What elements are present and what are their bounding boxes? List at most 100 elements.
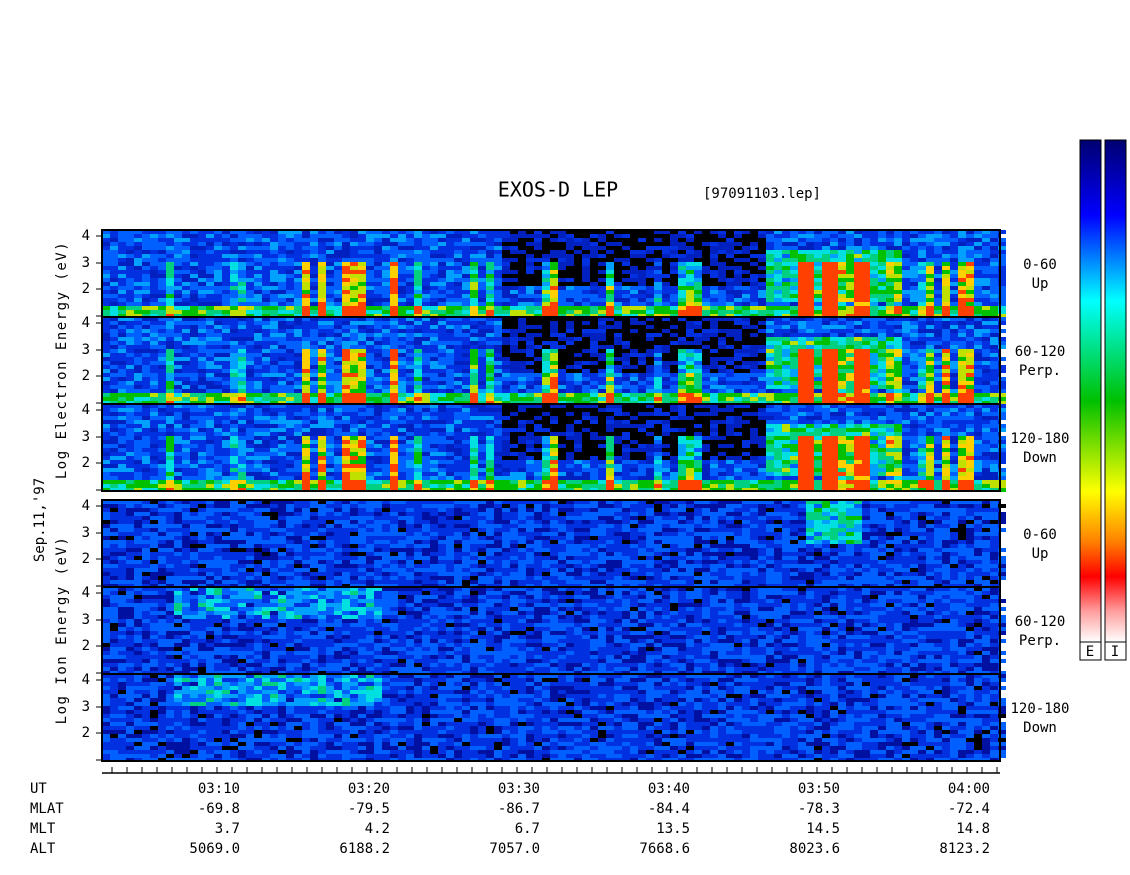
spectrogram-cell xyxy=(134,294,142,298)
spectrogram-cell xyxy=(198,393,206,397)
spectrogram-cell xyxy=(350,476,358,480)
spectrogram-cell xyxy=(990,325,998,329)
spectrogram-cell xyxy=(198,345,206,349)
spectrogram-cell xyxy=(382,262,390,266)
spectrogram-cell xyxy=(502,317,510,321)
spectrogram-cell xyxy=(262,246,270,250)
spectrogram-cell xyxy=(806,373,814,377)
spectrogram-cell xyxy=(118,242,126,246)
spectrogram-cell xyxy=(414,381,422,385)
spectrogram-cell xyxy=(878,353,886,357)
spectrogram-cell xyxy=(622,282,630,286)
spectrogram-cell xyxy=(950,274,958,278)
spectrogram-cell xyxy=(342,341,350,345)
spectrogram-cell xyxy=(902,286,910,290)
spectrogram-cell xyxy=(206,262,214,266)
spectrogram-cell xyxy=(918,365,926,369)
spectrogram-cell xyxy=(774,337,782,341)
spectrogram-cell xyxy=(414,230,422,234)
spectrogram-cell xyxy=(334,420,342,424)
spectrogram-cell xyxy=(318,290,326,294)
spectrogram-cell xyxy=(150,254,158,258)
spectrogram-cell xyxy=(286,393,294,397)
spectrogram-cell xyxy=(230,408,238,412)
spectrogram-cell xyxy=(862,353,870,357)
spectrogram-cell xyxy=(598,385,606,389)
spectrogram-cell xyxy=(982,302,990,306)
spectrogram-cell xyxy=(854,361,862,365)
spectrogram-cell xyxy=(142,294,150,298)
spectrogram-cell xyxy=(158,345,166,349)
spectrogram-cell xyxy=(854,393,862,397)
spectrogram-cell xyxy=(630,298,638,302)
spectrogram-cell xyxy=(694,242,702,246)
spectrogram-cell xyxy=(222,357,230,361)
spectrogram-cell xyxy=(878,306,886,310)
spectrogram-cell xyxy=(214,420,222,424)
spectrogram-cell xyxy=(286,472,294,476)
spectrogram-cell xyxy=(246,286,254,290)
spectrogram-cell xyxy=(222,393,230,397)
spectrogram-cell xyxy=(286,468,294,472)
spectrogram-cell xyxy=(110,408,118,412)
spectrogram-cell xyxy=(734,377,742,381)
spectrogram-cell xyxy=(574,266,582,270)
spectrogram-cell xyxy=(950,290,958,294)
spectrogram-cell xyxy=(430,353,438,357)
spectrogram-cell xyxy=(862,365,870,369)
spectrogram-cell xyxy=(990,302,998,306)
spectrogram-cell xyxy=(806,274,814,278)
spectrogram-cell xyxy=(374,270,382,274)
spectrogram-cell xyxy=(382,246,390,250)
spectrogram-cell xyxy=(286,333,294,337)
spectrogram-cell xyxy=(830,234,838,238)
spectrogram-cell xyxy=(406,345,414,349)
spectrogram-cell xyxy=(702,349,710,353)
spectrogram-cell xyxy=(782,258,790,262)
spectrogram-cell xyxy=(894,321,902,325)
spectrogram-cell xyxy=(486,302,494,306)
spectrogram-cell xyxy=(710,282,718,286)
spectrogram-cell xyxy=(366,270,374,274)
spectrogram-cell xyxy=(806,321,814,325)
spectrogram-cell xyxy=(270,472,278,476)
spectrogram-cell xyxy=(222,377,230,381)
spectrogram-cell xyxy=(918,234,926,238)
spectrogram-cell xyxy=(534,254,542,258)
spectrogram-cell xyxy=(550,365,558,369)
y-tick-label: 4 xyxy=(82,315,90,331)
spectrogram-cell xyxy=(270,238,278,242)
spectrogram-cell xyxy=(222,238,230,242)
spectrogram-cell xyxy=(614,345,622,349)
spectrogram-cell xyxy=(606,290,614,294)
spectrogram-cell xyxy=(758,393,766,397)
spectrogram-cell xyxy=(446,282,454,286)
spectrogram-cell xyxy=(414,290,422,294)
spectrogram-cell xyxy=(422,242,430,246)
spectrogram-cell xyxy=(830,337,838,341)
spectrogram-cell xyxy=(142,424,150,428)
spectrogram-cell xyxy=(942,393,950,397)
spectrogram-cell xyxy=(166,321,174,325)
spectrogram-cell xyxy=(198,262,206,266)
spectrogram-cell xyxy=(398,337,406,341)
spectrogram-cell xyxy=(134,306,142,310)
spectrogram-cell xyxy=(150,310,158,314)
spectrogram-cell xyxy=(606,274,614,278)
spectrogram-cell xyxy=(998,246,1006,250)
spectrogram-cell xyxy=(902,234,910,238)
spectrogram-cell xyxy=(294,420,302,424)
spectrogram-cell xyxy=(214,274,222,278)
spectrogram-cell xyxy=(334,464,342,468)
spectrogram-cell xyxy=(782,254,790,258)
spectrogram-cell xyxy=(102,369,110,373)
spectrogram-cell xyxy=(382,270,390,274)
spectrogram-cell xyxy=(990,321,998,325)
spectrogram-cell xyxy=(862,230,870,234)
spectrogram-cell xyxy=(350,373,358,377)
spectrogram-cell xyxy=(406,286,414,290)
spectrogram-cell xyxy=(454,329,462,333)
spectrogram-cell xyxy=(118,345,126,349)
spectrogram-cell xyxy=(190,448,198,452)
spectrogram-cell xyxy=(238,440,246,444)
